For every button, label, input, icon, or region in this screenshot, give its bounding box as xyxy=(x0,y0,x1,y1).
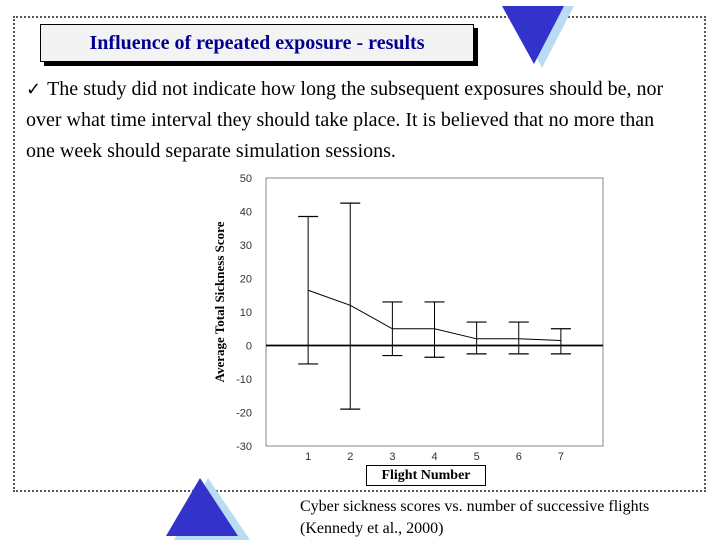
y-tick-label: 40 xyxy=(240,207,252,219)
x-tick-label: 7 xyxy=(558,451,564,463)
x-tick-label: 4 xyxy=(431,451,437,463)
x-tick-label: 3 xyxy=(389,451,395,463)
figure-caption: Cyber sickness scores vs. number of succ… xyxy=(300,498,650,537)
y-tick-label: 20 xyxy=(240,274,252,286)
y-axis-label: Average Total Sickness Score xyxy=(212,221,227,382)
checkmark-icon: ✓ xyxy=(26,79,42,100)
x-tick-label: 1 xyxy=(305,451,311,463)
chart: 50 40 30 20 10 0 -10 -20 -30 1 2 3 4 5 6 7 Average Total… xyxy=(210,168,610,468)
bullet-point: ✓ The study did not indicate how long the… xyxy=(26,74,676,167)
y-tick-label: 10 xyxy=(240,307,252,319)
y-tick-label: 30 xyxy=(240,240,252,252)
y-tick-label: 0 xyxy=(246,341,252,353)
sickness-chart: 50 40 30 20 10 0 -10 -20 -30 1 2 3 4 5 6 7 Average Total… xyxy=(212,173,604,463)
y-tick-label: -20 xyxy=(236,408,252,420)
slide-frame xyxy=(13,16,706,492)
x-axis-label: Flight Number xyxy=(366,465,486,486)
y-tick-label: -10 xyxy=(236,374,252,386)
plot-area-frame xyxy=(265,177,604,447)
bullet-text: The study did not indicate how long the … xyxy=(26,78,664,162)
x-tick-label: 2 xyxy=(347,451,353,463)
x-tick-label: 5 xyxy=(474,451,480,463)
y-tick-label: 50 xyxy=(240,173,252,185)
down-triangle-icon xyxy=(502,6,574,68)
slide-title: Influence of repeated exposure - results xyxy=(40,24,474,62)
x-tick-label: 6 xyxy=(516,451,522,463)
y-tick-label: -30 xyxy=(236,441,252,453)
up-triangle-icon xyxy=(166,478,250,540)
